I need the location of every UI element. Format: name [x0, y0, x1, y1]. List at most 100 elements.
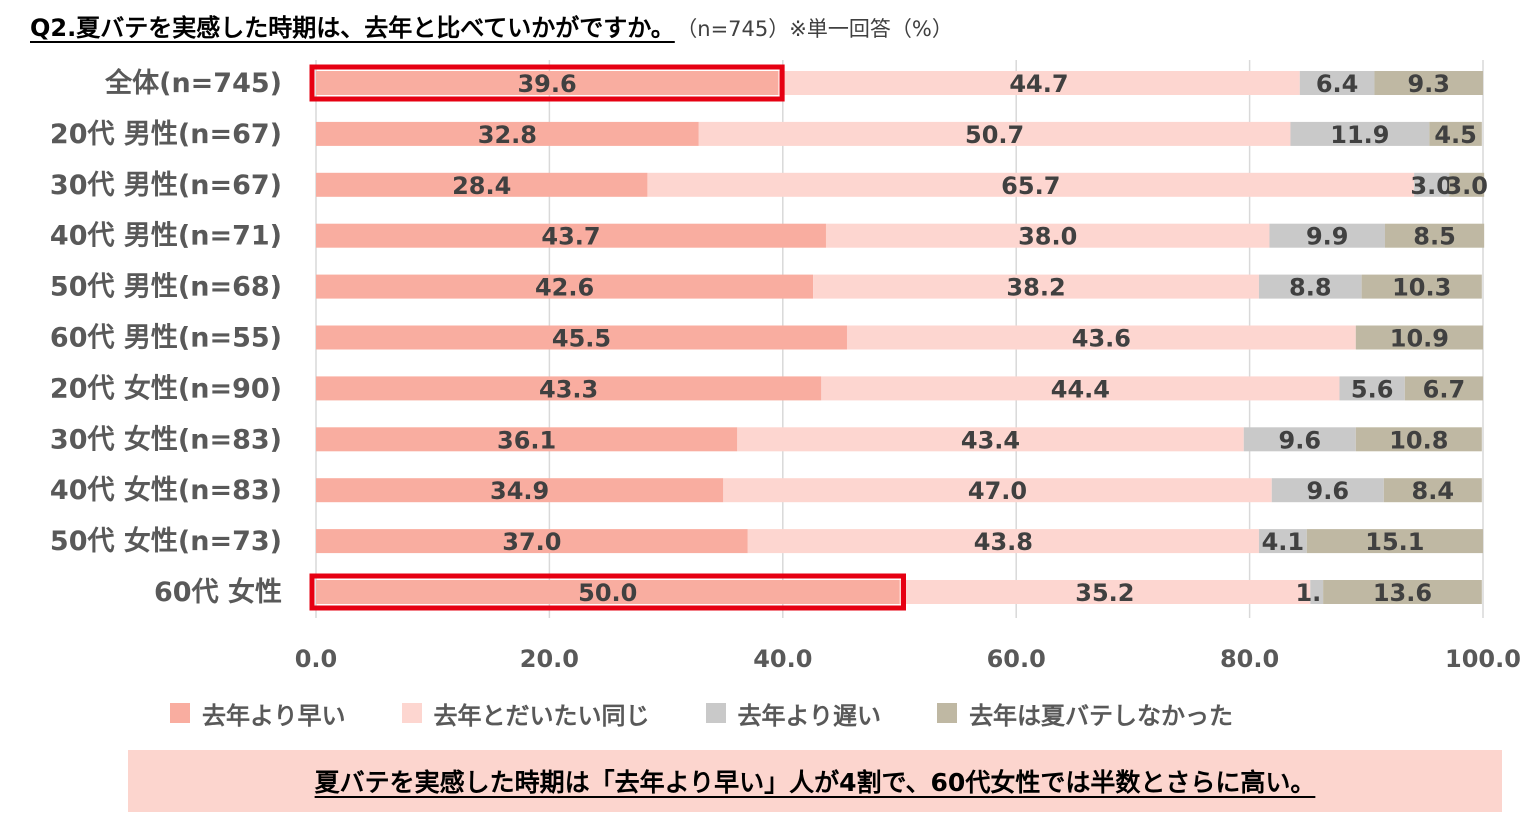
highlight-box — [309, 573, 906, 611]
bar-segment — [825, 223, 1270, 248]
category-label: 60代 男性(n=55) — [50, 323, 282, 354]
data-label: 10.8 — [1389, 426, 1448, 454]
legend-label-earlier: 去年より早い — [202, 701, 346, 730]
category-label: 20代 女性(n=90) — [50, 372, 282, 404]
bar-segment — [316, 121, 699, 146]
chart-title-sub: （n=745）※単一回答（%） — [686, 17, 953, 41]
data-label: 6.7 — [1423, 375, 1466, 403]
bar-segment — [1271, 478, 1384, 503]
x-tick-label: 40.0 — [753, 645, 812, 673]
category-label: 30代 男性(n=67) — [50, 170, 282, 201]
data-label: 44.4 — [1051, 375, 1110, 403]
bar-segment — [1339, 376, 1405, 401]
bar-segment — [1383, 478, 1482, 503]
data-label: 6.4 — [1316, 70, 1359, 98]
category-label: 50代 女性(n=73) — [50, 525, 282, 557]
legend-swatch-later — [705, 703, 726, 723]
data-label: 35.2 — [1075, 579, 1134, 607]
bar-segment — [778, 71, 1300, 95]
data-label: 65.7 — [1001, 172, 1060, 200]
bar-segment — [747, 529, 1259, 554]
chart-legend: 去年より早い 去年とだいたい同じ 去年より遅い 去年は夏バテしなかった — [170, 695, 1289, 731]
bar-segment — [1258, 529, 1307, 554]
data-label: 8.8 — [1289, 274, 1332, 302]
data-label: 43.4 — [961, 426, 1020, 454]
bar-segment — [647, 172, 1415, 197]
data-label: 34.9 — [490, 477, 549, 505]
category-label: 20代 男性(n=67) — [50, 119, 282, 150]
data-label: 28.4 — [452, 172, 511, 200]
data-label: 5.6 — [1351, 375, 1394, 403]
data-label: 9.9 — [1306, 223, 1349, 251]
bar-segment — [821, 376, 1340, 401]
bar-segment — [1243, 427, 1356, 452]
data-label: 44.7 — [1009, 70, 1068, 98]
x-tick-label: 100.0 — [1445, 645, 1521, 673]
bar-segment — [813, 274, 1259, 299]
legend-item-none: 去年は夏バテしなかった — [937, 696, 1233, 731]
legend-item-same: 去年とだいたい同じ — [401, 696, 650, 731]
data-label: 11.9 — [1330, 121, 1389, 149]
bar-segment — [1374, 71, 1483, 95]
legend-item-later: 去年より遅い — [705, 696, 882, 731]
bar-segment — [1361, 274, 1482, 299]
data-label: 43.7 — [541, 223, 600, 251]
legend-label-later: 去年より遅い — [737, 701, 882, 730]
bar-segment — [1384, 223, 1485, 248]
bar-segment — [1404, 376, 1483, 401]
data-label: 43.3 — [539, 375, 598, 403]
bar-segment — [846, 325, 1356, 350]
bar-segment — [316, 376, 822, 401]
legend-label-same: 去年とだいたい同じ — [433, 701, 650, 730]
bar-segment — [1429, 121, 1482, 146]
data-label: 13.6 — [1373, 579, 1432, 607]
legend-swatch-none — [937, 703, 958, 723]
legend-item-earlier: 去年より早い — [170, 696, 346, 731]
x-tick-label: 0.0 — [295, 645, 338, 673]
data-label: 50.0 — [578, 579, 637, 607]
data-label: 45.5 — [552, 325, 611, 353]
bar-segment — [1290, 121, 1430, 146]
legend-swatch-earlier — [170, 703, 190, 723]
bar-segment — [316, 478, 724, 503]
highlight-box — [309, 64, 785, 102]
bar-segment — [316, 274, 814, 299]
data-label: 9.6 — [1307, 477, 1350, 505]
data-label: 39.6 — [517, 70, 576, 98]
bar-segment — [737, 427, 1244, 452]
bar-segment — [723, 478, 1272, 503]
bar-segment — [1258, 274, 1362, 299]
data-label: 8.4 — [1412, 477, 1455, 505]
data-label: 43.8 — [974, 528, 1033, 556]
bar-segment — [1323, 580, 1482, 604]
bar-segment — [316, 172, 648, 197]
category-label: 全体(n=745) — [104, 67, 282, 99]
bar-segment — [1414, 172, 1450, 197]
bar-segment — [316, 580, 900, 604]
data-label: 9.6 — [1279, 426, 1322, 454]
data-label: 37.0 — [502, 528, 561, 556]
category-label: 60代 女性 — [154, 576, 282, 608]
bar-segment — [1355, 427, 1482, 452]
data-label: 50.7 — [965, 121, 1024, 149]
bar-segment — [1449, 172, 1485, 197]
data-label: 47.0 — [968, 477, 1027, 505]
bar-segment — [1306, 529, 1483, 554]
data-label: 3.0 — [1410, 172, 1453, 200]
data-label: 43.6 — [1072, 325, 1131, 353]
category-label: 40代 女性(n=83) — [50, 474, 282, 506]
bar-segment — [1299, 71, 1375, 95]
legend-label-none: 去年は夏バテしなかった — [969, 701, 1234, 730]
data-label: 38.0 — [1018, 223, 1077, 251]
bar-segment — [316, 71, 779, 95]
data-label: 3.0 — [1445, 172, 1488, 200]
chart-title-main: Q2.夏バテを実感した時期は、去年と比べていかがですか。 — [30, 14, 675, 42]
bar-segment — [899, 580, 1311, 604]
chart-title: Q2.夏バテを実感した時期は、去年と比べていかがですか。 （n=745）※単一回答… — [30, 8, 953, 44]
data-label: 42.6 — [535, 274, 594, 302]
category-label: 40代 男性(n=71) — [50, 221, 282, 252]
conclusion-text: 夏バテを実感した時期は「去年より早い」人が4割で、60代女性では半数とさらに高い… — [314, 768, 1316, 797]
data-label: 36.1 — [497, 426, 556, 454]
data-label: 15.1 — [1365, 528, 1424, 556]
data-label: 10.9 — [1390, 325, 1449, 353]
